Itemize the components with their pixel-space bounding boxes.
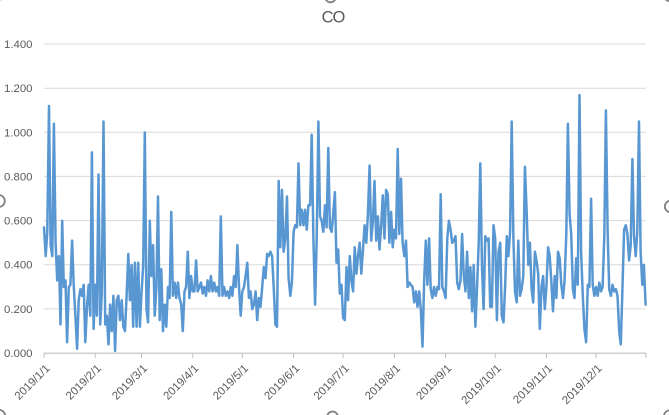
- svg-text:1.400: 1.400: [4, 39, 33, 51]
- svg-text:0.200: 0.200: [4, 304, 33, 316]
- svg-text:1.200: 1.200: [4, 83, 33, 95]
- svg-text:1.000: 1.000: [4, 127, 33, 139]
- svg-text:0.800: 0.800: [4, 171, 33, 183]
- svg-text:0.600: 0.600: [4, 216, 33, 228]
- svg-text:0.000: 0.000: [4, 348, 33, 360]
- svg-text:0.400: 0.400: [4, 260, 33, 272]
- svg-text:CO: CO: [322, 9, 346, 27]
